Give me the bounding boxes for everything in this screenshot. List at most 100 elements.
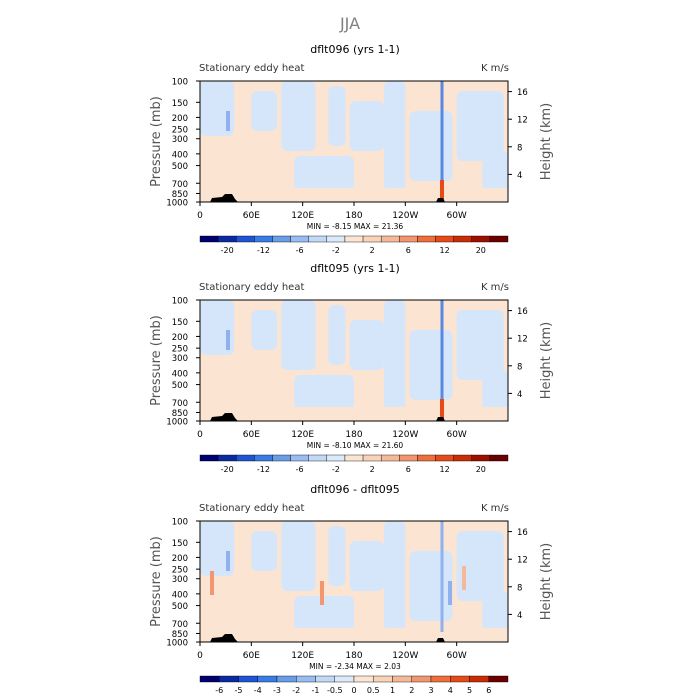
y-tick-label: 200 bbox=[172, 554, 188, 564]
y2-axis-label: Height (km) bbox=[539, 103, 554, 180]
colorbar-box bbox=[217, 235, 237, 243]
x-tick-label: 60W bbox=[446, 430, 466, 440]
x-tick-label: 0 bbox=[197, 430, 203, 440]
negative-region bbox=[409, 330, 453, 400]
y2-tick-label: 8 bbox=[517, 583, 522, 593]
colorbar-box bbox=[435, 235, 454, 243]
x-tick-label: 0 bbox=[197, 211, 203, 221]
colorbar-label: 2 bbox=[370, 246, 375, 255]
panel-right-label: K m/s bbox=[481, 63, 509, 74]
colorbar-box bbox=[489, 454, 509, 462]
eddy-feature bbox=[226, 551, 230, 571]
negative-region bbox=[456, 91, 504, 161]
colorbar-label: -2 bbox=[332, 465, 340, 474]
negative-region bbox=[482, 370, 508, 410]
colorbar-label: -2 bbox=[292, 686, 300, 695]
panel-3: dflt096 - dflt095 Stationary eddy heat K m… bbox=[149, 483, 554, 695]
y2-tick-label: 4 bbox=[517, 390, 522, 400]
lower-band bbox=[200, 188, 508, 198]
jet-line bbox=[440, 300, 444, 411]
colorbar-label: -0.5 bbox=[327, 686, 343, 695]
colorbar-label: 20 bbox=[476, 246, 486, 255]
lower-band bbox=[200, 407, 508, 417]
colorbar-label: 6 bbox=[406, 246, 411, 255]
colorbar-box bbox=[272, 235, 291, 243]
colorbar-label: -6 bbox=[215, 686, 223, 695]
colorbar-label: -20 bbox=[221, 465, 234, 474]
difference-feature bbox=[448, 581, 452, 605]
y-tick-label: 700 bbox=[172, 620, 188, 630]
colorbar-box bbox=[308, 454, 328, 462]
colorbar-label: 3 bbox=[428, 686, 433, 695]
panel-title: dflt096 (yrs 1-1) bbox=[310, 43, 400, 56]
colorbar-label: 20 bbox=[476, 465, 486, 474]
panel-2: dflt095 (yrs 1-1) Stationary eddy heat K m… bbox=[149, 262, 554, 474]
negative-region bbox=[349, 101, 384, 151]
colorbar-box bbox=[380, 235, 400, 243]
negative-region bbox=[281, 300, 316, 370]
colorbar-box bbox=[399, 235, 418, 243]
y2-tick-label: 12 bbox=[517, 335, 528, 345]
terrain-mask bbox=[436, 417, 445, 421]
colorbar-box bbox=[217, 454, 237, 462]
colorbar-box bbox=[254, 454, 273, 462]
y-tick-label: 850 bbox=[172, 409, 188, 419]
y-tick-label: 1000 bbox=[166, 639, 188, 649]
negative-region bbox=[349, 320, 384, 370]
negative-region bbox=[251, 531, 277, 571]
panel-left-label: Stationary eddy heat bbox=[199, 282, 304, 293]
y2-tick-label: 4 bbox=[517, 611, 522, 621]
difference-feature bbox=[462, 566, 466, 590]
x-tick-label: 60E bbox=[243, 211, 260, 221]
y-tick-label: 1000 bbox=[166, 418, 188, 428]
y-axis-label: Pressure (mb) bbox=[149, 96, 164, 187]
colorbar-box bbox=[392, 675, 412, 683]
x-tick-label: 60E bbox=[243, 651, 260, 661]
colorbar-label: -6 bbox=[296, 246, 304, 255]
eddy-feature bbox=[226, 111, 230, 131]
colorbar-box bbox=[272, 454, 291, 462]
colorbar-label: -1 bbox=[312, 686, 320, 695]
lower-band bbox=[200, 628, 508, 638]
y-tick-label: 100 bbox=[172, 518, 188, 528]
x-tick-label: 180 bbox=[345, 211, 362, 221]
colorbar-box bbox=[411, 675, 432, 683]
colorbar-box bbox=[199, 454, 219, 462]
y-axis-label: Pressure (mb) bbox=[149, 536, 164, 627]
y2-tick-label: 4 bbox=[517, 171, 522, 181]
y-tick-label: 200 bbox=[172, 333, 188, 343]
min-max-label: MIN = -8.10 MAX = 21.60 bbox=[307, 441, 404, 450]
panel-left-label: Stationary eddy heat bbox=[199, 503, 304, 514]
terrain-mask bbox=[210, 194, 238, 202]
colorbar-label: 5 bbox=[467, 686, 472, 695]
y-tick-label: 250 bbox=[172, 345, 188, 355]
colorbar-box bbox=[236, 454, 255, 462]
y2-axis-label: Height (km) bbox=[539, 543, 554, 620]
colorbar-label: 12 bbox=[439, 465, 449, 474]
panel-1: dflt096 (yrs 1-1) Stationary eddy heat K m… bbox=[149, 43, 554, 255]
colorbar-label: 4 bbox=[448, 686, 453, 695]
negative-region bbox=[349, 541, 384, 591]
y-tick-label: 500 bbox=[172, 162, 188, 172]
colorbar-box bbox=[373, 675, 393, 683]
y-tick-label: 1000 bbox=[166, 199, 188, 209]
colorbar-box bbox=[219, 675, 239, 683]
negative-region bbox=[251, 310, 277, 350]
colorbar-label: 2 bbox=[370, 465, 375, 474]
negative-region bbox=[456, 310, 504, 380]
negative-region bbox=[294, 375, 354, 410]
colorbar-box bbox=[199, 675, 220, 683]
negative-region bbox=[482, 151, 508, 191]
panel-title: dflt095 (yrs 1-1) bbox=[310, 262, 400, 275]
colorbar-box bbox=[471, 454, 491, 462]
jet-line bbox=[440, 521, 444, 632]
colorbar-box bbox=[469, 675, 489, 683]
colorbar-box bbox=[489, 235, 509, 243]
colorbar-box bbox=[276, 675, 297, 683]
difference-feature bbox=[210, 571, 214, 595]
colorbar-box bbox=[290, 454, 309, 462]
y-tick-label: 150 bbox=[172, 99, 188, 109]
x-tick-label: 60W bbox=[446, 211, 466, 221]
colorbar-box bbox=[344, 454, 364, 462]
colorbar-label: 0.5 bbox=[367, 686, 380, 695]
